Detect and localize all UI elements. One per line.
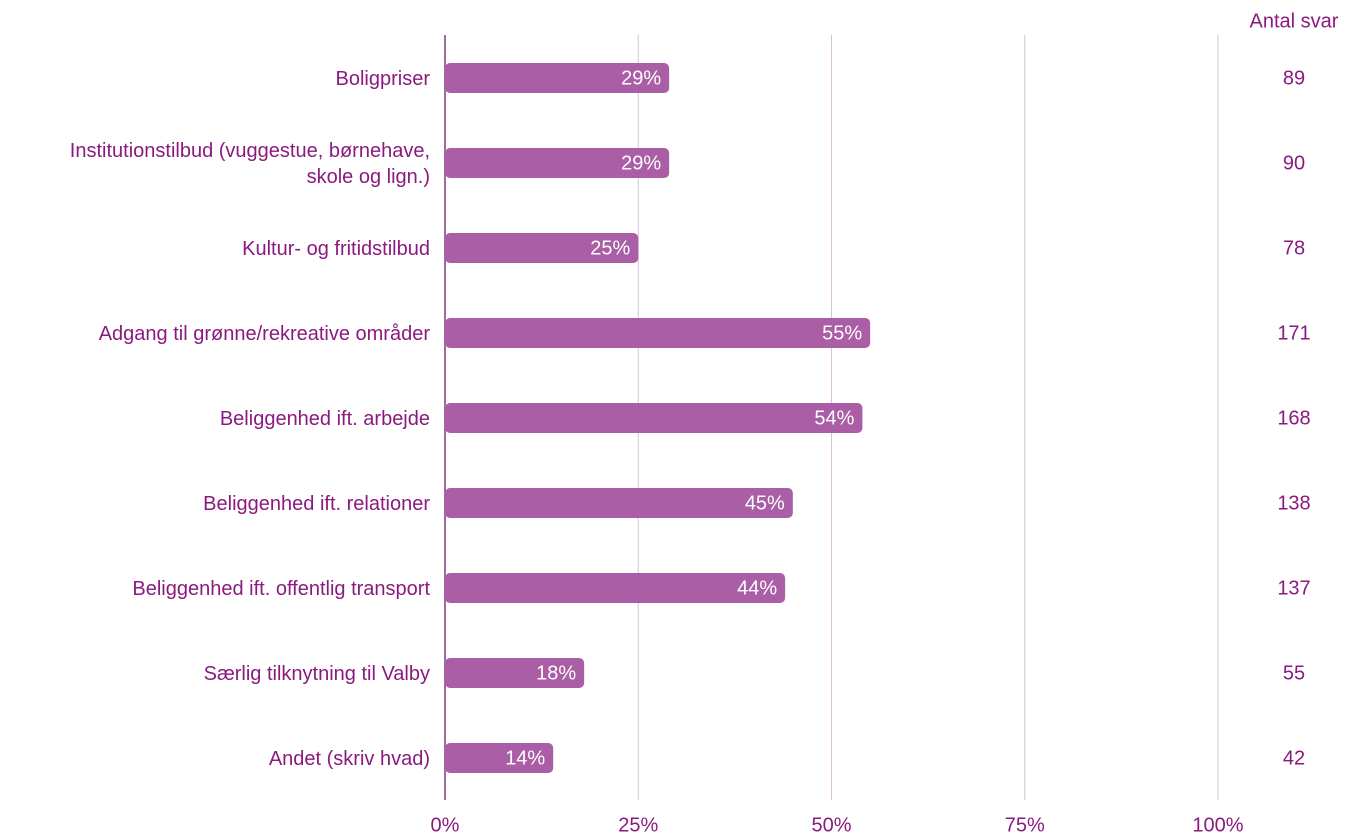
x-tick-label: 25%	[618, 814, 658, 836]
value-label: 18%	[536, 662, 576, 684]
value-label: 44%	[737, 577, 777, 599]
category-label: Boligpriser	[335, 68, 430, 90]
category-label: Institutionstilbud (vuggestue, børnehave…	[69, 140, 430, 188]
category-label: Kultur- og fritidstilbud	[242, 238, 430, 260]
count-label: 90	[1283, 152, 1305, 174]
category-label: Beliggenhed ift. arbejde	[219, 408, 430, 430]
bar	[445, 318, 871, 348]
bar	[445, 743, 554, 773]
bar	[445, 233, 639, 263]
count-label: 138	[1277, 492, 1310, 514]
bar	[445, 63, 670, 93]
x-tick-label: 0%	[431, 814, 460, 836]
x-tick-label: 100%	[1192, 814, 1243, 836]
category-label: Andet (skriv hvad)	[268, 748, 430, 770]
count-label: 42	[1283, 747, 1305, 769]
bar	[445, 403, 863, 433]
value-label: 54%	[814, 407, 854, 429]
count-label: 168	[1277, 407, 1310, 429]
value-label: 25%	[590, 237, 630, 259]
count-label: 55	[1283, 662, 1305, 684]
value-label: 29%	[621, 152, 661, 174]
x-tick-label: 75%	[1005, 814, 1045, 836]
value-label: 55%	[822, 322, 862, 344]
category-label: Beliggenhed ift. offentlig transport	[132, 578, 430, 600]
count-label: 137	[1277, 577, 1310, 599]
count-label: 78	[1283, 237, 1305, 259]
value-label: 29%	[621, 67, 661, 89]
value-label: 14%	[505, 747, 545, 769]
bar	[445, 488, 793, 518]
count-label: 89	[1283, 67, 1305, 89]
category-label: Særlig tilknytning til Valby	[203, 663, 430, 685]
category-label: Adgang til grønne/rekreative områder	[98, 323, 430, 345]
bar	[445, 573, 786, 603]
bar	[445, 658, 585, 688]
bar	[445, 148, 670, 178]
count-label: 171	[1277, 322, 1310, 344]
value-label: 45%	[745, 492, 785, 514]
count-header: Antal svar	[1250, 10, 1339, 32]
category-label: Beliggenhed ift. relationer	[203, 493, 430, 515]
x-tick-label: 50%	[811, 814, 851, 836]
